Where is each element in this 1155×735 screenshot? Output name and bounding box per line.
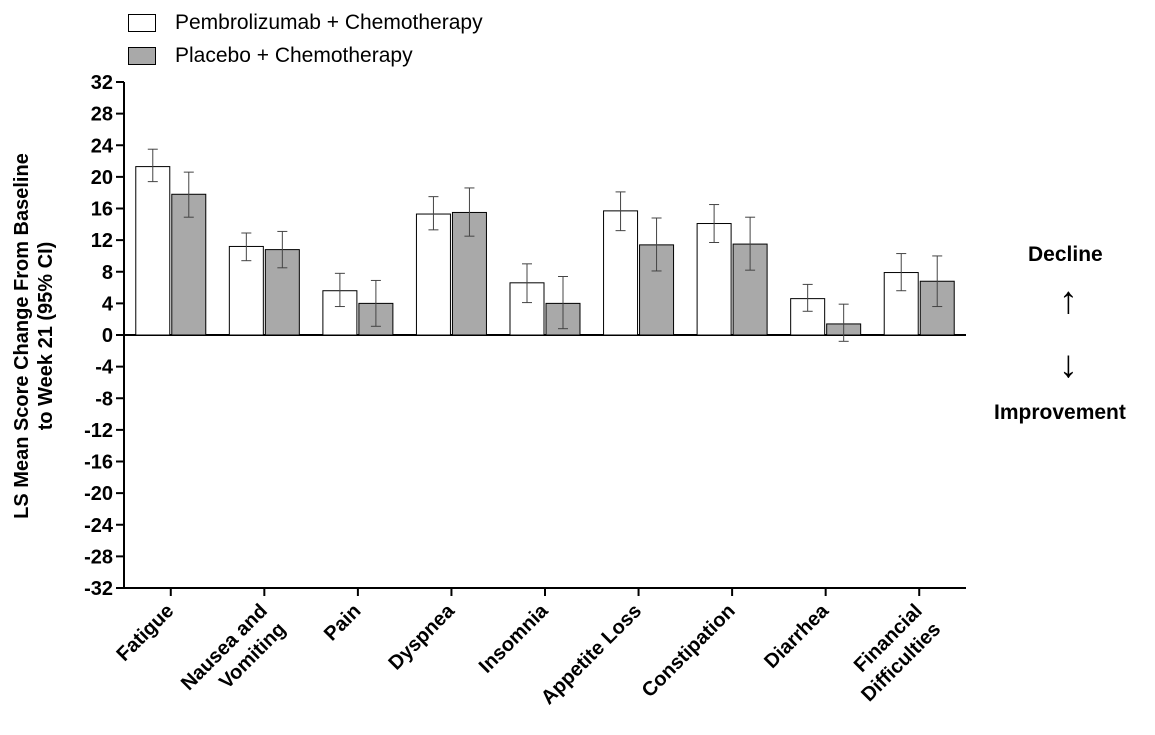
up-arrow-icon: ↑ [1059, 280, 1078, 322]
y-tick-label-7: 4 [102, 293, 114, 315]
y-axis-title: LS Mean Score Change From Baseline to We… [10, 153, 58, 519]
bar-placebo-fatigue [171, 193, 207, 336]
improvement-label: Improvement [994, 401, 1126, 424]
bar-pembrolizumab-dyspnea [415, 213, 451, 336]
y-tick-label-16: -32 [84, 578, 113, 600]
x-tick-label-pain: Pain [320, 600, 365, 645]
y-tick-label-9: -4 [95, 357, 114, 379]
x-tick-label-constipation: Constipation [638, 600, 740, 702]
y-tick-label-15: -28 [84, 546, 113, 568]
y-tick-label-13: -20 [84, 483, 113, 505]
legend-item-placebo: Placebo + Chemotherapy [128, 39, 483, 72]
x-tick-label-dyspnea: Dyspnea [384, 599, 459, 674]
y-tick-label-8: 0 [102, 325, 113, 347]
y-tick-label-1: 28 [91, 104, 113, 126]
y-tick-label-3: 20 [91, 167, 113, 189]
x-tick-label-financial-difficulties: FinancialDifficulties [839, 600, 945, 706]
y-tick-label-5: 12 [91, 230, 113, 252]
legend: Pembrolizumab + Chemotherapy Placebo + C… [128, 6, 483, 72]
bar-pembrolizumab-nausea-and-vomiting [228, 245, 264, 336]
x-tick-label-line-fatigue-0: Fatigue [112, 600, 178, 666]
y-axis-title-line-1: LS Mean Score Change From Baseline [11, 153, 33, 519]
decline-label: Decline [1028, 243, 1103, 266]
x-tick-label-nausea-and-vomiting: Nausea andVomiting [177, 600, 290, 713]
x-tick-label-appetite-loss: Appetite Loss [537, 600, 646, 709]
y-tick-label-2: 24 [91, 135, 114, 157]
x-tick-label-line-appetite-loss-0: Appetite Loss [537, 600, 646, 709]
y-tick-label-6: 8 [102, 262, 113, 284]
legend-item-pembrolizumab: Pembrolizumab + Chemotherapy [128, 6, 483, 39]
legend-swatch-placebo [128, 46, 156, 65]
x-tick-label-line-dyspnea-0: Dyspnea [384, 599, 459, 674]
legend-label-pembrolizumab: Pembrolizumab + Chemotherapy [175, 10, 483, 34]
y-tick-label-0: 32 [91, 72, 113, 94]
x-tick-label-insomnia: Insomnia [475, 599, 553, 677]
y-axis-title-line-2: to Week 21 (95% CI) [35, 241, 57, 431]
bar-pembrolizumab-fatigue [135, 166, 171, 336]
x-tick-label-line-insomnia-0: Insomnia [475, 599, 553, 677]
x-tick-label-fatigue: Fatigue [112, 600, 178, 666]
down-arrow-icon: ↓ [1059, 344, 1078, 386]
x-tick-label-line-pain-0: Pain [320, 600, 365, 645]
y-tick-label-4: 16 [91, 199, 113, 221]
x-tick-label-line-constipation-0: Constipation [638, 600, 740, 702]
legend-swatch-pembrolizumab [128, 13, 156, 32]
x-tick-label-line-diarrhea-0: Diarrhea [760, 599, 834, 673]
legend-label-placebo: Placebo + Chemotherapy [175, 43, 413, 67]
y-tick-label-14: -24 [84, 515, 114, 537]
y-tick-label-11: -12 [84, 420, 113, 442]
bar-pembrolizumab-pain [322, 290, 358, 336]
y-tick-label-10: -8 [95, 388, 113, 410]
y-tick-label-12: -16 [84, 452, 113, 474]
x-tick-label-diarrhea: Diarrhea [760, 599, 834, 673]
